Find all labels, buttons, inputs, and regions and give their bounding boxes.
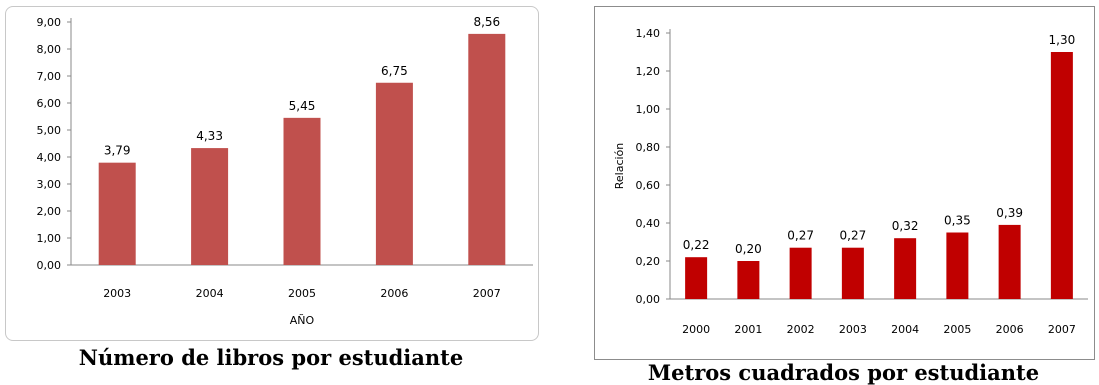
x-tick-label-2007: 2007: [473, 287, 501, 300]
y-tick-label: 1,00: [636, 103, 661, 116]
chart-libros-caption: Número de libros por estudiante: [78, 345, 464, 370]
data-label-2004: 4,33: [196, 129, 223, 143]
x-tick-label-2002: 2002: [787, 323, 815, 336]
data-label-2005: 0,35: [944, 214, 971, 228]
y-tick-label: 6,00: [37, 97, 62, 110]
y-tick-label: 4,00: [37, 151, 62, 164]
bar-2004: [191, 148, 229, 265]
data-label-2003: 0,27: [840, 229, 867, 243]
bar-2001: [737, 261, 760, 299]
y-tick-label: 0,60: [636, 179, 661, 192]
data-label-2003: 3,79: [104, 144, 131, 158]
y-tick-label: 3,00: [37, 178, 62, 191]
y-tick-label: 2,00: [37, 205, 62, 218]
data-label-2001: 0,20: [735, 242, 762, 256]
y-tick-label: 0,80: [636, 141, 661, 154]
y-tick-label: 5,00: [37, 124, 62, 137]
data-label-2004: 0,32: [892, 219, 919, 233]
y-tick-label: 0,00: [37, 259, 62, 272]
data-label-2002: 0,27: [787, 229, 814, 243]
data-label-2005: 5,45: [289, 99, 316, 113]
data-label-2006: 6,75: [381, 64, 408, 78]
y-tick-label: 1,40: [636, 27, 661, 40]
bar-2007: [1050, 52, 1073, 299]
chart-libros-por-estudiante: 0,00 1,00 2,00 3,00 4,00 5,00 6,00 7,00 8,00 9,00…: [5, 6, 539, 341]
y-axis-title: Relación: [613, 143, 626, 190]
x-tick-label-2000: 2000: [682, 323, 710, 336]
y-tick-label: 1,20: [636, 65, 661, 78]
bar-2006: [998, 224, 1021, 299]
chart-libros-svg: 0,00 1,00 2,00 3,00 4,00 5,00 6,00 7,00 8,00 9,00…: [37, 15, 533, 327]
data-label-2007: 1,30: [1049, 33, 1076, 47]
y-tick-label: 0,40: [636, 217, 661, 230]
y-tick-label: 0,00: [636, 293, 661, 306]
data-label-2006: 0,39: [996, 206, 1023, 220]
x-tick-label-2004: 2004: [196, 287, 224, 300]
y-tick-label: 9,00: [37, 16, 62, 29]
bar-2006: [375, 82, 413, 265]
x-tick-label-2005: 2005: [943, 323, 971, 336]
data-label-2007: 8,56: [473, 15, 500, 29]
bar-2007: [468, 33, 506, 265]
y-tick-label: 0,20: [636, 255, 661, 268]
bar-2000: [685, 257, 708, 299]
x-tick-label-2005: 2005: [288, 287, 316, 300]
x-tick-label-2004: 2004: [891, 323, 919, 336]
y-tick-label: 7,00: [37, 70, 62, 83]
y-tick-label: 8,00: [37, 43, 62, 56]
chart-metros-cuadrados: 0,00 0,20 0,40 0,60 0,80 1,00 1,20 1,40 0,22 2000…: [594, 6, 1095, 360]
bar-2002: [789, 247, 812, 299]
x-tick-label-2001: 2001: [734, 323, 762, 336]
bar-2003: [841, 247, 864, 299]
bar-2003: [98, 162, 136, 265]
x-tick-label-2007: 2007: [1048, 323, 1076, 336]
x-tick-label-2006: 2006: [380, 287, 408, 300]
x-tick-label-2003: 2003: [103, 287, 131, 300]
chart-metros-svg: 0,00 0,20 0,40 0,60 0,80 1,00 1,20 1,40 0,22 2000…: [613, 27, 1088, 336]
bar-2005: [283, 117, 321, 265]
x-tick-label-2006: 2006: [996, 323, 1024, 336]
data-label-2000: 0,22: [683, 238, 710, 252]
bar-2004: [894, 238, 917, 299]
bar-2005: [946, 232, 969, 299]
x-tick-label-2003: 2003: [839, 323, 867, 336]
y-tick-label: 1,00: [37, 232, 62, 245]
chart-metros-caption: Metros cuadrados por estudiante: [647, 360, 1040, 385]
x-axis-title: AÑO: [290, 314, 315, 327]
